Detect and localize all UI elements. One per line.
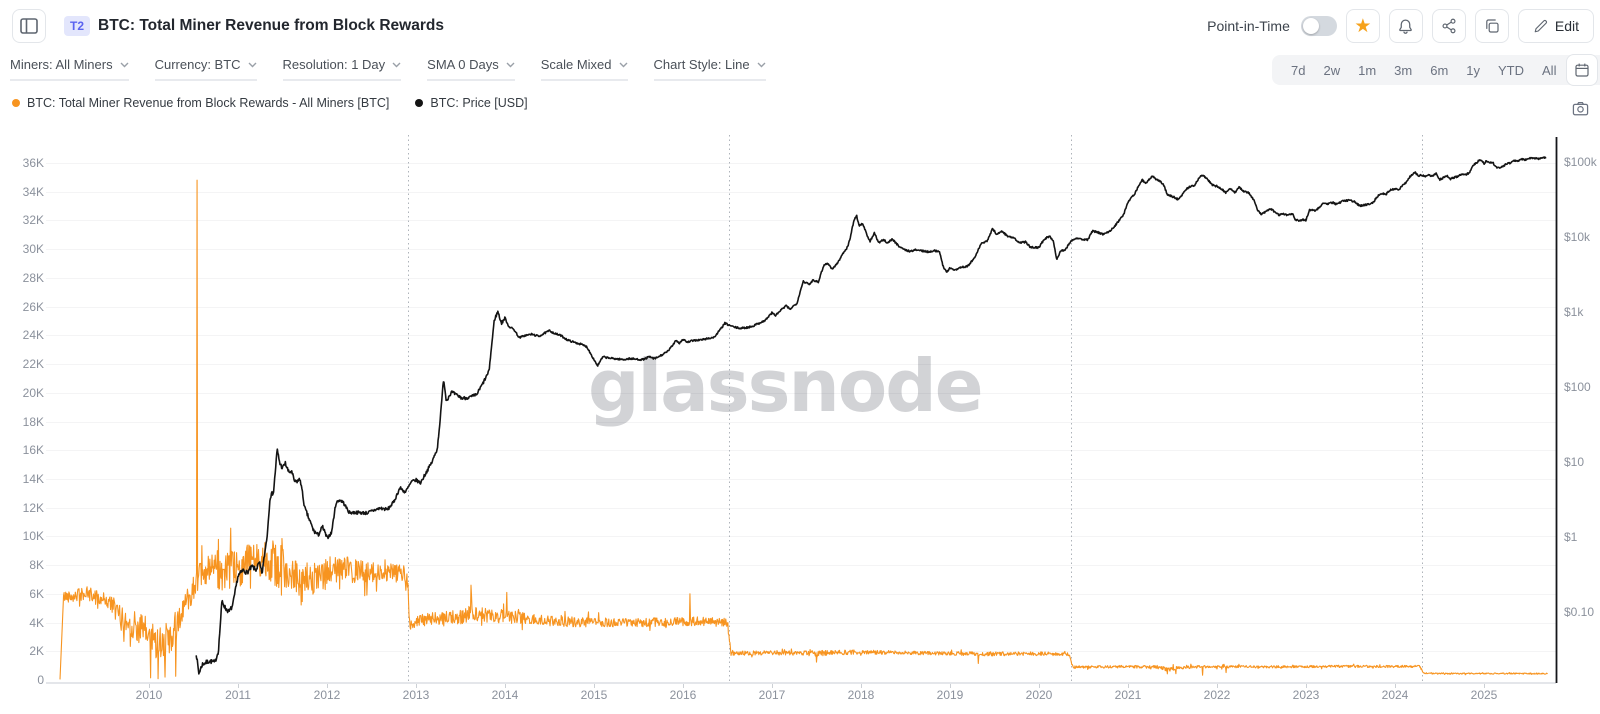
x-tick-label: 2012	[313, 688, 341, 702]
y-left-tick-label: 4K	[29, 615, 44, 630]
y-left-tick-label: 18K	[22, 414, 44, 429]
y-right-tick-label: $10k	[1564, 229, 1591, 244]
y-left-tick-label: 22K	[22, 357, 44, 372]
y-right-tick-label: $10	[1564, 454, 1585, 469]
y-right-tick-label: $0.10	[1564, 604, 1595, 619]
y-left-tick-label: 28K	[22, 270, 44, 285]
y-left-tick-label: 8K	[29, 558, 44, 573]
y-left-tick-label: 26K	[22, 299, 44, 314]
y-left-tick-label: 24K	[22, 328, 44, 343]
x-tick-label: 2014	[491, 688, 519, 702]
y-right-tick-label: $100k	[1564, 154, 1597, 169]
x-tick-label: 2011	[225, 688, 251, 702]
x-tick-label: 2022	[1203, 688, 1231, 702]
y-right-tick-label: $1k	[1564, 304, 1584, 319]
x-tick-label: 2016	[669, 688, 697, 702]
y-left-tick-label: 32K	[22, 213, 44, 228]
x-tick-label: 2025	[1470, 688, 1498, 702]
x-tick-label: 2019	[936, 688, 964, 702]
y-left-tick-label: 12K	[22, 500, 44, 515]
x-tick-label: 2017	[758, 688, 786, 702]
y-left-tick-label: 2K	[29, 644, 44, 659]
y-right-tick-label: $1	[1564, 529, 1578, 544]
y-left-tick-label: 34K	[22, 184, 44, 199]
y-right-tick-label: $100	[1564, 379, 1591, 394]
x-tick-label: 2010	[135, 688, 163, 702]
y-left-tick-label: 14K	[22, 471, 44, 486]
y-left-tick-label: 30K	[22, 242, 44, 257]
x-tick-label: 2018	[847, 688, 875, 702]
x-tick-label: 2013	[402, 688, 430, 702]
x-tick-label: 2020	[1025, 688, 1053, 702]
y-left-tick-label: 36K	[22, 156, 44, 170]
y-left-tick-label: 0	[37, 673, 44, 687]
x-tick-label: 2015	[580, 688, 608, 702]
y-left-tick-label: 6K	[29, 586, 44, 601]
x-tick-label: 2021	[1114, 688, 1142, 702]
y-left-tick-label: 16K	[22, 443, 44, 458]
y-left-tick-label: 10K	[22, 529, 44, 544]
x-tick-label: 2023	[1292, 688, 1320, 702]
x-tick-label: 2024	[1381, 688, 1409, 702]
y-left-tick-label: 20K	[22, 385, 44, 400]
